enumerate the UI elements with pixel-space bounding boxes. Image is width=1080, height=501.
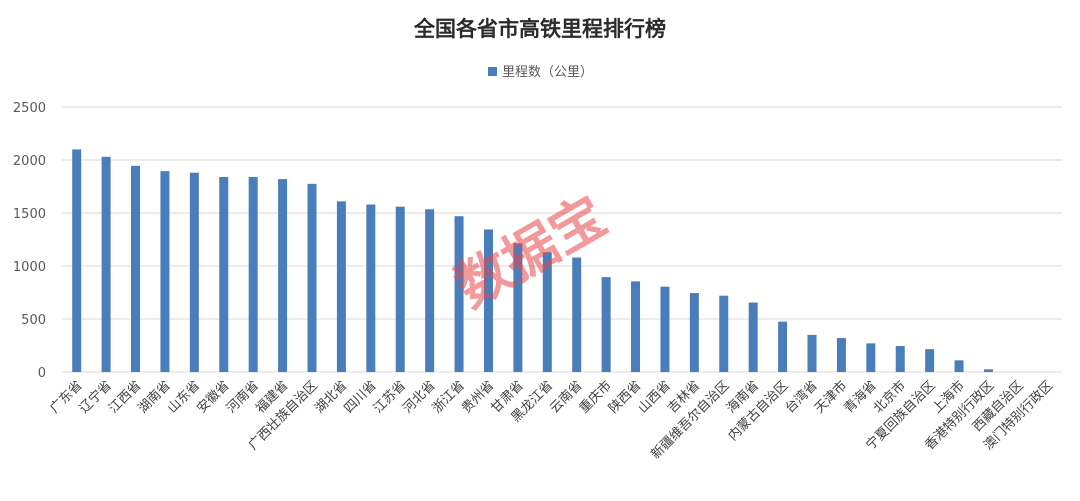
- bar: [425, 209, 435, 372]
- bar: [395, 206, 405, 372]
- bars: [72, 149, 993, 372]
- y-tick-label: 500: [21, 313, 46, 328]
- bar: [866, 343, 876, 372]
- y-tick-label: 1000: [13, 260, 46, 275]
- x-category-label: 河南省: [223, 378, 262, 417]
- bar: [483, 229, 493, 372]
- x-category-label: 台湾省: [782, 378, 821, 417]
- bar: [807, 334, 817, 372]
- x-category-label: 青海省: [841, 378, 879, 416]
- bar: [601, 277, 611, 372]
- bar: [513, 243, 523, 372]
- y-axis-tick-labels: 0 500 1000 1500 2000 2500: [13, 101, 46, 381]
- bar: [454, 216, 464, 372]
- y-tick-label: 0: [38, 366, 46, 381]
- x-category-label: 湖北省: [312, 378, 350, 416]
- x-axis-category-labels: 广东省辽宁省江西省湖南省山东省安徽省河南省福建省广西壮族自治区湖北省四川省江苏省…: [47, 378, 1056, 463]
- x-category-label: 四川省: [341, 378, 379, 416]
- bar: [925, 349, 935, 372]
- x-category-label: 重庆市: [576, 378, 615, 417]
- x-category-label: 广东省: [47, 378, 85, 416]
- bar: [278, 179, 288, 372]
- x-category-label: 贵州省: [459, 378, 497, 416]
- bar: [366, 204, 376, 372]
- x-category-label: 辽宁省: [76, 378, 115, 417]
- bar: [983, 369, 993, 372]
- bar: [219, 176, 229, 372]
- bar: [160, 171, 170, 372]
- bar: [631, 281, 641, 372]
- bar: [895, 346, 905, 372]
- bar: [72, 149, 82, 372]
- x-category-label: 江苏省: [370, 378, 409, 417]
- x-category-label: 浙江省: [430, 378, 468, 416]
- x-category-label: 安徽省: [194, 378, 232, 416]
- bar: [748, 302, 758, 372]
- bar: [189, 172, 199, 372]
- x-category-label: 湖南省: [135, 378, 174, 417]
- bar: [336, 201, 346, 372]
- y-tick-label: 2000: [13, 154, 46, 169]
- bar: [689, 293, 699, 372]
- bar: [101, 156, 111, 372]
- bar: [836, 338, 846, 372]
- legend: 里程数（公里）: [488, 65, 593, 80]
- y-tick-label: 1500: [13, 207, 46, 222]
- bar: [248, 176, 258, 372]
- chart-title: 全国各省市高铁里程排行榜: [413, 17, 666, 41]
- gridlines: [62, 106, 1062, 373]
- y-tick-label: 2500: [13, 101, 46, 116]
- x-category-label: 山东省: [165, 378, 203, 416]
- x-category-label: 云南省: [547, 378, 586, 417]
- x-category-label: 陕西省: [606, 378, 644, 416]
- bar: [542, 252, 552, 372]
- bar: [131, 165, 141, 372]
- bar: [572, 257, 582, 372]
- x-category-label: 河北省: [400, 378, 438, 416]
- legend-entry: 里程数（公里）: [502, 65, 593, 80]
- legend-swatch: [488, 67, 497, 76]
- x-category-label: 天津市: [811, 378, 850, 417]
- bar: [778, 321, 788, 372]
- bar: [307, 183, 317, 372]
- x-category-label: 江西省: [106, 378, 144, 416]
- bar: [954, 360, 964, 372]
- bar: [660, 286, 670, 372]
- watermark: 数据宝: [445, 184, 617, 320]
- bar: [719, 295, 729, 372]
- x-category-label: 山西省: [636, 378, 674, 416]
